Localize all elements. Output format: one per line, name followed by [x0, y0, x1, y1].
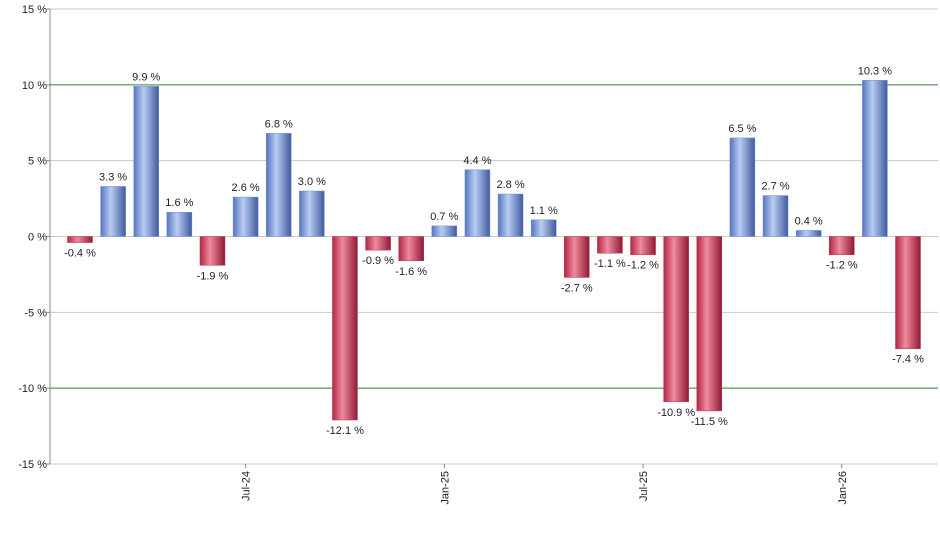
value-label: -11.5 %: [691, 416, 728, 428]
y-tick-label: -10 %: [18, 383, 47, 395]
bar: [762, 195, 789, 237]
value-label: 3.0 %: [298, 176, 326, 188]
value-label: -7.4 %: [892, 354, 924, 366]
bar: [265, 133, 292, 237]
value-label: 4.4 %: [463, 155, 491, 167]
y-tick-label: 10 %: [22, 80, 47, 92]
bar: [663, 236, 689, 403]
value-label: -1.1 %: [594, 258, 626, 270]
value-label: 1.1 %: [530, 205, 558, 217]
bar: [398, 236, 424, 262]
value-label: 0.7 %: [430, 211, 458, 223]
y-tick-label: 5 %: [28, 156, 47, 168]
value-label: 1.6 %: [165, 197, 193, 209]
bar: [795, 230, 822, 237]
x-tick-label: Jan-25: [439, 471, 451, 505]
value-label: -1.6 %: [395, 266, 427, 278]
x-tick-label: Jan-26: [837, 471, 849, 505]
bar: [895, 236, 921, 349]
bar: [530, 219, 557, 237]
value-label: -10.9 %: [657, 407, 695, 419]
x-tick-label: Jul-25: [638, 471, 650, 501]
x-tick-label: Jul-24: [241, 471, 253, 501]
y-tick-label: 0 %: [28, 232, 47, 244]
y-tick-label: -5 %: [24, 307, 47, 319]
bar: [332, 236, 358, 421]
value-label: 0.4 %: [795, 215, 823, 227]
bar: [497, 193, 524, 237]
bar: [696, 236, 723, 412]
bar: [597, 236, 623, 254]
bar: [133, 86, 159, 237]
value-label: 2.6 %: [232, 182, 260, 194]
bar: [431, 225, 458, 237]
bar: [100, 186, 126, 237]
value-label: -0.4 %: [64, 248, 96, 260]
value-label: 2.8 %: [496, 179, 524, 191]
value-label: 10.3 %: [858, 65, 892, 77]
value-label: -0.9 %: [362, 255, 394, 267]
bar: [862, 80, 888, 237]
y-tick-label: -15 %: [18, 459, 47, 471]
bar: [67, 236, 93, 243]
value-label: 9.9 %: [132, 71, 160, 83]
bar: [630, 236, 656, 255]
bar: [299, 190, 325, 237]
bar: [166, 211, 193, 237]
y-tick-label: 15 %: [22, 4, 47, 16]
bar: [464, 169, 491, 237]
bar: [365, 236, 391, 251]
value-label: -1.2 %: [627, 260, 659, 272]
bar: [829, 236, 855, 255]
value-label: 2.7 %: [761, 181, 789, 193]
value-label: 6.5 %: [728, 123, 756, 135]
value-label: -2.7 %: [561, 282, 593, 294]
value-label: -12.1 %: [326, 425, 364, 437]
value-label: 3.3 %: [99, 171, 127, 183]
bar: [729, 137, 756, 237]
value-label: -1.9 %: [197, 270, 229, 282]
bar: [232, 196, 259, 237]
bar: [199, 236, 226, 266]
value-label: -1.2 %: [826, 260, 858, 272]
value-label: 6.8 %: [265, 118, 293, 130]
bar: [564, 236, 590, 278]
